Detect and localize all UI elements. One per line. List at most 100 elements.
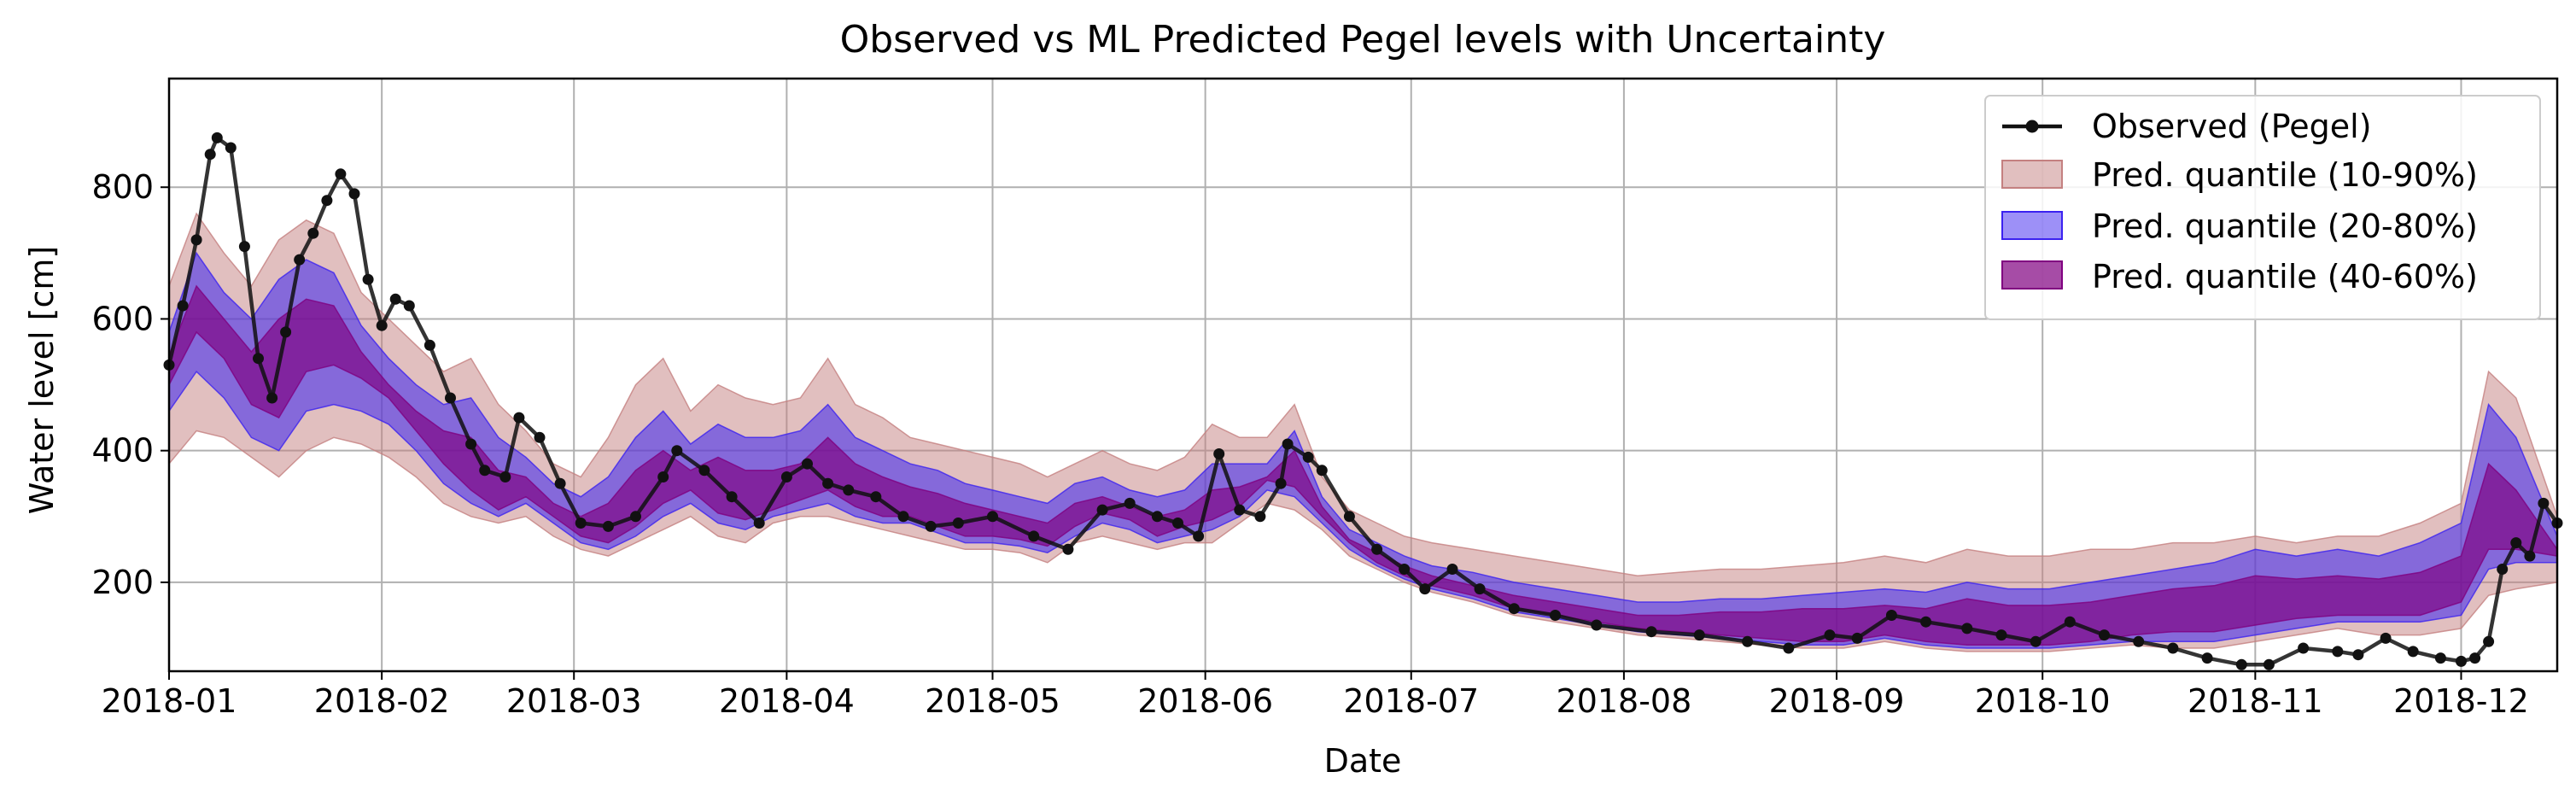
observed-point [348,188,360,200]
observed-point [802,458,813,470]
observed-point [2469,652,2481,664]
legend-label-q40-60: Pred. quantile (40-60%) [2092,258,2478,295]
observed-point [753,518,765,529]
y-axis-label: Water level [cm] [23,246,61,514]
x-tick-label: 2018-12 [2393,682,2529,720]
observed-point [1550,610,1561,621]
observed-point [190,234,202,246]
x-tick-label: 2018-10 [1975,682,2111,720]
observed-point [2352,649,2364,661]
observed-point [1172,518,1183,529]
x-tick-label: 2018-09 [1769,682,1905,720]
observed-point [870,491,882,503]
observed-point [2510,537,2522,549]
observed-point [376,319,388,331]
observed-point [2167,642,2179,654]
observed-point [266,392,278,404]
x-tick-label: 2018-02 [314,682,450,720]
x-tick-label: 2018-11 [2188,682,2323,720]
observed-point [2133,635,2145,647]
observed-point [987,511,998,523]
observed-point [1508,603,1520,615]
legend-swatch-q20-80 [2001,211,2063,240]
y-tick-label: 200 [91,564,154,601]
legend-box [1984,95,2541,320]
observed-point [1995,629,2007,641]
observed-point [1213,448,1225,459]
observed-point [513,412,525,424]
observed-point [1028,530,1040,542]
observed-point [1693,629,1705,641]
observed-point [602,520,614,532]
x-tick-label: 2018-05 [925,682,1060,720]
y-tick-label: 800 [91,168,154,206]
y-tick-label: 400 [91,432,154,470]
observed-point [307,227,319,239]
observed-point [843,484,855,496]
observed-point [2263,658,2275,670]
observed-point [253,353,264,365]
observed-point [2407,646,2419,658]
legend-swatch-q10-90 [2001,160,2063,189]
observed-point [1783,642,1795,654]
x-tick-label: 2018-06 [1137,682,1273,720]
observed-point [204,149,216,161]
legend-observed-marker [2025,120,2039,133]
observed-point [1645,626,1657,638]
observed-point [280,326,292,338]
observed-point [238,241,250,253]
observed-point [780,471,792,482]
observed-point [671,445,683,457]
observed-point [335,168,347,180]
observed-point [2332,646,2344,658]
observed-point [2201,652,2213,664]
legend-label-q20-80: Pred. quantile (20-80%) [2092,208,2478,245]
observed-point [1591,619,1603,631]
observed-point [1254,511,1266,523]
observed-series [163,132,2563,670]
observed-point [1961,623,1973,634]
observed-point [2524,550,2536,562]
observed-point [554,477,566,489]
observed-point [1124,497,1136,509]
observed-point [1282,438,1294,450]
observed-point [2434,652,2446,664]
observed-point [389,293,401,305]
observed-point [2538,497,2550,509]
y-tick-label: 600 [91,300,154,337]
observed-point [1419,583,1431,595]
observed-point [1193,530,1205,542]
observed-point [2064,616,2076,628]
legend-label-q10-90: Pred. quantile (10-90%) [2092,156,2478,194]
observed-point [225,142,237,154]
observed-point [403,300,415,312]
x-tick-label: 2018-01 [102,682,237,720]
observed-point [2380,632,2392,644]
observed-point [925,520,937,532]
x-tick-label: 2018-07 [1343,682,1479,720]
observed-point [2030,635,2042,647]
observed-point [499,471,511,482]
observed-point [822,477,834,489]
observed-point [1316,465,1328,477]
x-tick-label: 2018-08 [1557,682,1692,720]
observed-point [1399,564,1411,575]
x-tick-label: 2018-03 [506,682,642,720]
observed-point [630,511,641,523]
plot-area-frame [167,77,2559,673]
observed-point [2497,564,2509,575]
observed-point [1371,543,1383,555]
observed-point [2456,655,2467,667]
observed-point [657,471,669,482]
observed-point [445,392,456,404]
observed-point [1062,543,1074,555]
observed-point [465,438,477,450]
observed-point [177,300,189,312]
observed-point [1343,511,1355,523]
observed-point [2483,635,2495,647]
observed-point [2235,658,2247,670]
observed-point [479,465,491,477]
x-axis: 2018-01 2018-02 2018-03 2018-04 2018-05 2018-… [102,671,2529,720]
observed-point [1234,504,1246,516]
